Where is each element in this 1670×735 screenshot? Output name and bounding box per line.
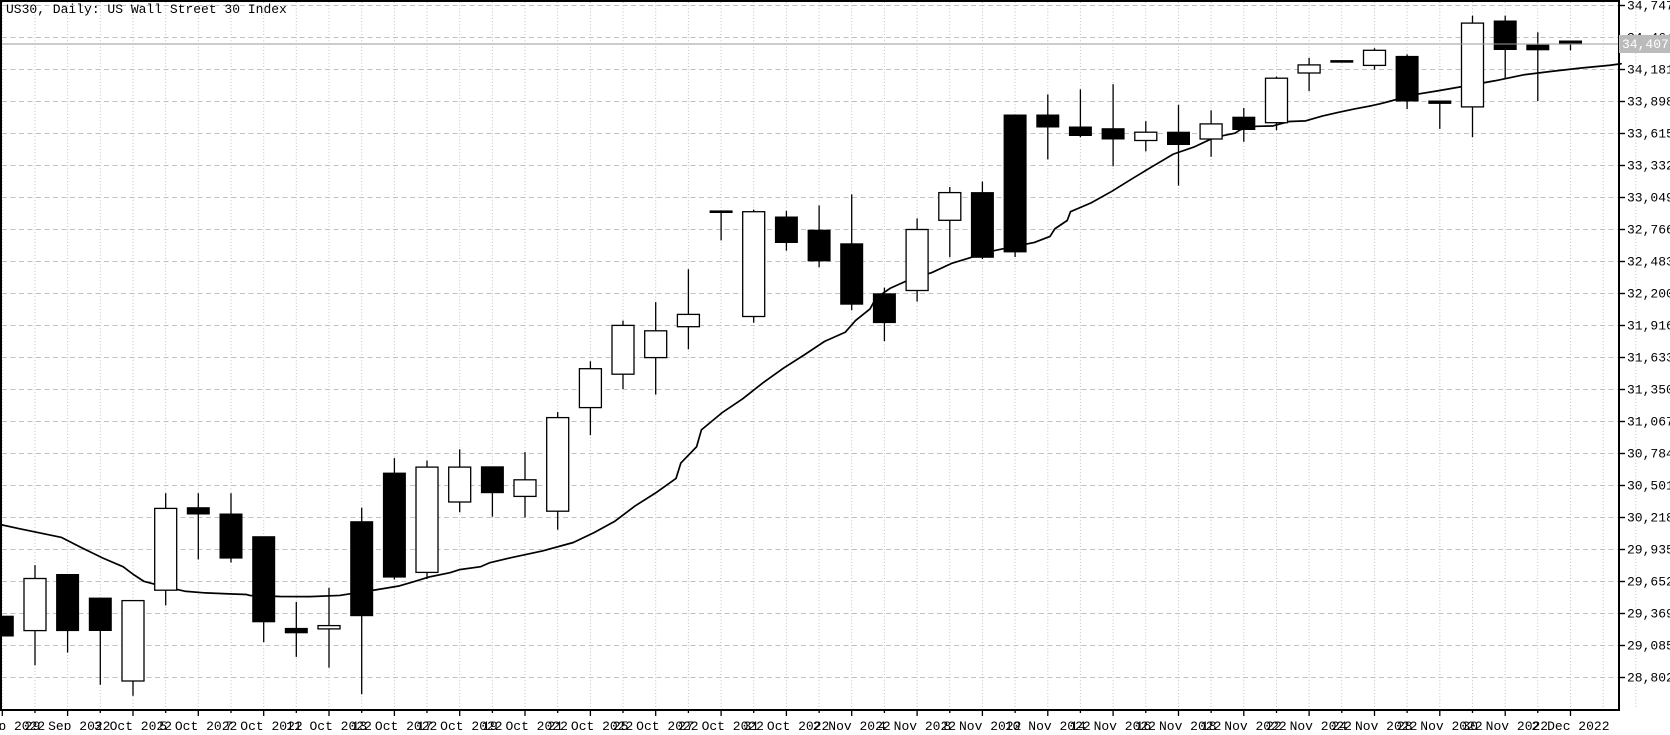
svg-text:34,407.0: 34,407.0 xyxy=(1622,37,1670,52)
svg-text:31,633.8: 31,633.8 xyxy=(1627,351,1670,366)
svg-text:US30, Daily: US Wall Street 3: US30, Daily: US Wall Street 30 Index xyxy=(6,2,287,17)
svg-text:29,369.0: 29,369.0 xyxy=(1627,607,1670,622)
svg-text:33,049.3: 33,049.3 xyxy=(1627,191,1670,206)
svg-text:32,483.1: 32,483.1 xyxy=(1627,255,1670,270)
svg-text:33,898.6: 33,898.6 xyxy=(1627,95,1670,110)
svg-text:30,501.4: 30,501.4 xyxy=(1627,479,1670,494)
svg-text:28,802.8: 28,802.8 xyxy=(1627,671,1670,686)
svg-text:34,747.9: 34,747.9 xyxy=(1627,0,1670,14)
svg-text:33,332.4: 33,332.4 xyxy=(1627,159,1670,174)
svg-text:29,935.2: 29,935.2 xyxy=(1627,543,1670,558)
svg-text:30,218.3: 30,218.3 xyxy=(1627,511,1670,526)
svg-text:31,350.7: 31,350.7 xyxy=(1627,383,1670,398)
svg-text:31,916.9: 31,916.9 xyxy=(1627,319,1670,334)
svg-text:32,766.2: 32,766.2 xyxy=(1627,223,1670,238)
svg-text:2 Dec 2022: 2 Dec 2022 xyxy=(1531,719,1609,730)
svg-text:31,067.6: 31,067.6 xyxy=(1627,415,1670,430)
svg-text:33,615.5: 33,615.5 xyxy=(1627,127,1670,142)
svg-text:32,200.0: 32,200.0 xyxy=(1627,287,1670,302)
svg-text:30,784.5: 30,784.5 xyxy=(1627,447,1670,462)
svg-text:29,085.9: 29,085.9 xyxy=(1627,639,1670,654)
svg-text:34,181.7: 34,181.7 xyxy=(1627,63,1670,78)
svg-text:29,652.1: 29,652.1 xyxy=(1627,575,1670,590)
